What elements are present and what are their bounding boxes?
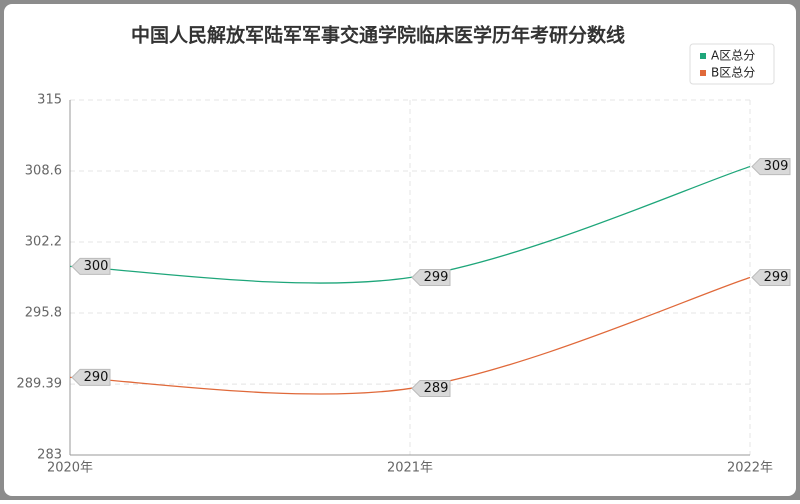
data-label: 299 <box>424 270 449 285</box>
data-label-tag <box>71 257 111 275</box>
data-label: 289 <box>424 381 449 396</box>
data-label-tag <box>411 269 451 286</box>
data-label: 300 <box>84 259 109 274</box>
legend-swatch <box>700 53 706 59</box>
y-tick-label: 289.39 <box>17 377 63 392</box>
series-line <box>69 165 751 284</box>
legend-box <box>689 43 775 85</box>
legend-label: A区总分 <box>711 49 755 63</box>
y-tick-label: 315 <box>37 93 62 108</box>
data-label-tag <box>71 368 111 386</box>
data-label-tag <box>411 379 451 397</box>
background <box>4 4 796 496</box>
series-line <box>69 276 751 395</box>
data-label-tag <box>751 158 791 176</box>
y-tick-label: 283 <box>37 448 62 463</box>
y-tick-label: 302.2 <box>25 235 62 250</box>
data-label: 299 <box>764 270 789 285</box>
x-tick-label: 2020年 <box>47 461 93 476</box>
data-label: 309 <box>764 159 789 174</box>
legend-swatch <box>700 70 706 76</box>
legend-label: B区总分 <box>711 66 755 80</box>
chart-title: 中国人民解放军陆军军事交通学院临床医学历年考研分数线 <box>131 24 625 47</box>
data-label: 290 <box>84 370 109 385</box>
data-label-tag <box>751 269 791 286</box>
x-tick-label: 2021年 <box>387 461 433 476</box>
x-tick-label: 2022年 <box>727 461 773 476</box>
y-tick-label: 308.6 <box>25 164 62 179</box>
y-tick-label: 295.8 <box>25 306 62 321</box>
